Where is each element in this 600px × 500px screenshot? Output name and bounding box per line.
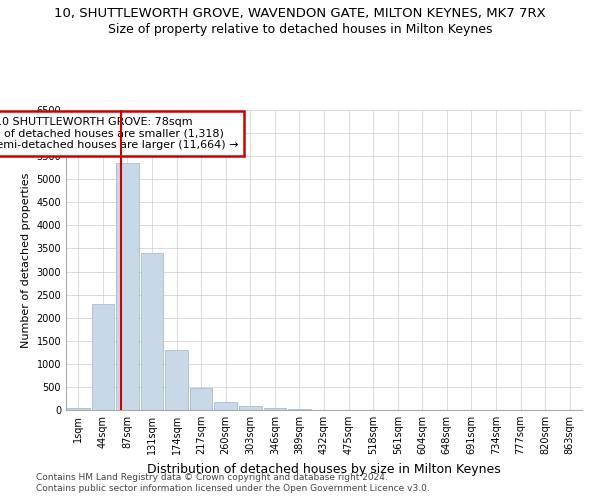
X-axis label: Distribution of detached houses by size in Milton Keynes: Distribution of detached houses by size … — [147, 462, 501, 475]
Text: Contains HM Land Registry data © Crown copyright and database right 2024.: Contains HM Land Registry data © Crown c… — [36, 472, 388, 482]
Bar — [190, 388, 212, 410]
Bar — [116, 163, 139, 410]
Text: Contains public sector information licensed under the Open Government Licence v3: Contains public sector information licen… — [36, 484, 430, 493]
Text: 10, SHUTTLEWORTH GROVE, WAVENDON GATE, MILTON KEYNES, MK7 7RX: 10, SHUTTLEWORTH GROVE, WAVENDON GATE, M… — [54, 8, 546, 20]
Bar — [214, 402, 237, 410]
Text: Size of property relative to detached houses in Milton Keynes: Size of property relative to detached ho… — [108, 22, 492, 36]
Text: 10 SHUTTLEWORTH GROVE: 78sqm
← 10% of detached houses are smaller (1,318)
89% of: 10 SHUTTLEWORTH GROVE: 78sqm ← 10% of de… — [0, 117, 239, 150]
Bar — [165, 350, 188, 410]
Y-axis label: Number of detached properties: Number of detached properties — [21, 172, 31, 348]
Bar — [67, 408, 89, 410]
Bar — [263, 408, 286, 410]
Bar — [239, 406, 262, 410]
Bar — [92, 304, 114, 410]
Bar — [140, 253, 163, 410]
